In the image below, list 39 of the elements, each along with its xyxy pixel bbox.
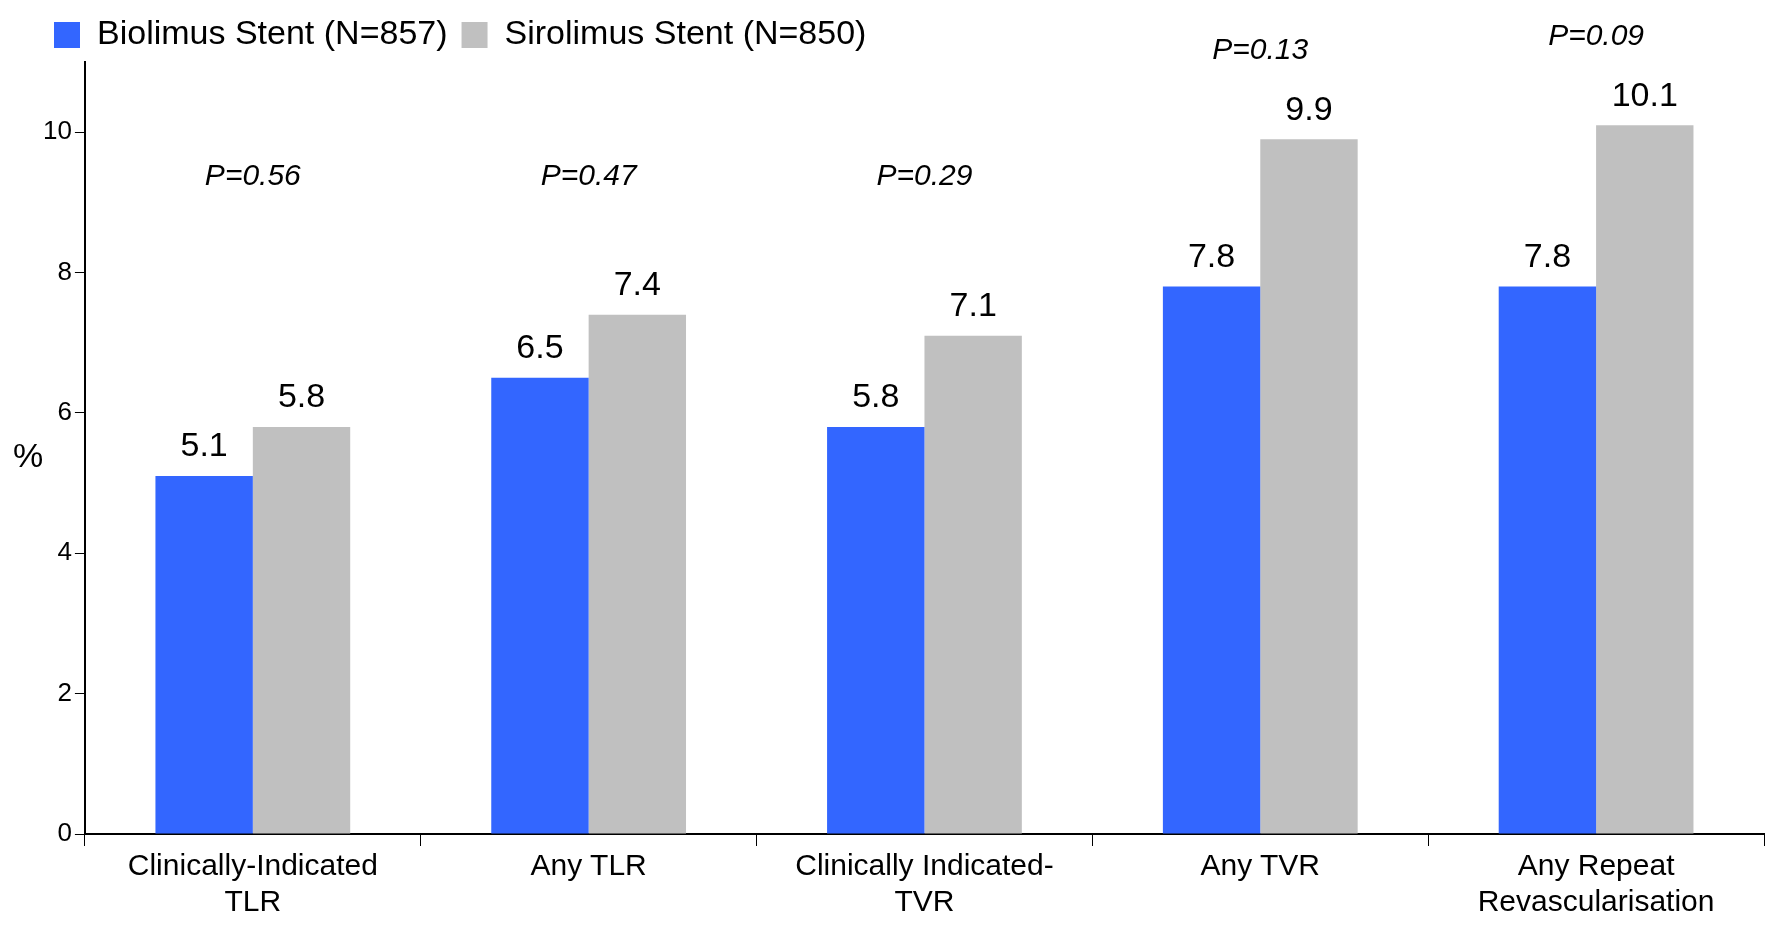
bar: [491, 377, 589, 834]
x-tick-label: Any TVR: [1200, 848, 1321, 882]
data-label: 5.8: [852, 376, 900, 415]
x-tick-label: Any Repeat Revascularisation: [1477, 848, 1715, 918]
y-axis-title: %: [12, 436, 44, 475]
annotation: P=0.29: [876, 158, 973, 192]
bar: [1260, 139, 1358, 834]
legend-label: Biolimus Stent (N=857): [97, 13, 448, 52]
annotation: P=0.13: [1212, 31, 1309, 65]
annotation: P=0.47: [540, 158, 638, 192]
y-tick-label: 6: [57, 396, 72, 427]
bar: [1498, 286, 1597, 834]
x-tick-label: Clinically-Indicated TLR: [127, 848, 378, 918]
y-tick-label: 2: [57, 676, 72, 707]
bar: [252, 426, 351, 834]
y-tick-label: 10: [43, 115, 72, 146]
annotation: P=0.56: [204, 158, 302, 192]
data-label: 6.5: [516, 327, 564, 366]
data-label: 7.8: [1187, 235, 1236, 274]
text: P=0.09: [1548, 17, 1645, 51]
x-tick-label: Any TLR: [530, 848, 647, 882]
data-label: 5.1: [180, 425, 228, 464]
data-label: 5.8: [277, 376, 326, 415]
bar: [827, 426, 925, 834]
legend-label: Sirolimus Stent (N=850): [504, 13, 867, 52]
data-label: 9.9: [1285, 88, 1333, 127]
bar: [1162, 286, 1261, 834]
x-tick-label: Clinically Indicated-TVR: [795, 848, 1054, 918]
data-label: 7.4: [613, 264, 661, 303]
y-tick-label: 4: [57, 536, 72, 567]
data-label: 10.1: [1611, 74, 1678, 113]
bar: [1596, 125, 1694, 834]
bar: [155, 476, 253, 834]
bar: [924, 335, 1022, 834]
y-tick-label: 0: [57, 817, 72, 848]
data-label: 7.1: [949, 285, 997, 324]
y-tick-label: 8: [57, 255, 72, 286]
data-label: 7.8: [1523, 235, 1572, 274]
bar: [588, 314, 687, 834]
